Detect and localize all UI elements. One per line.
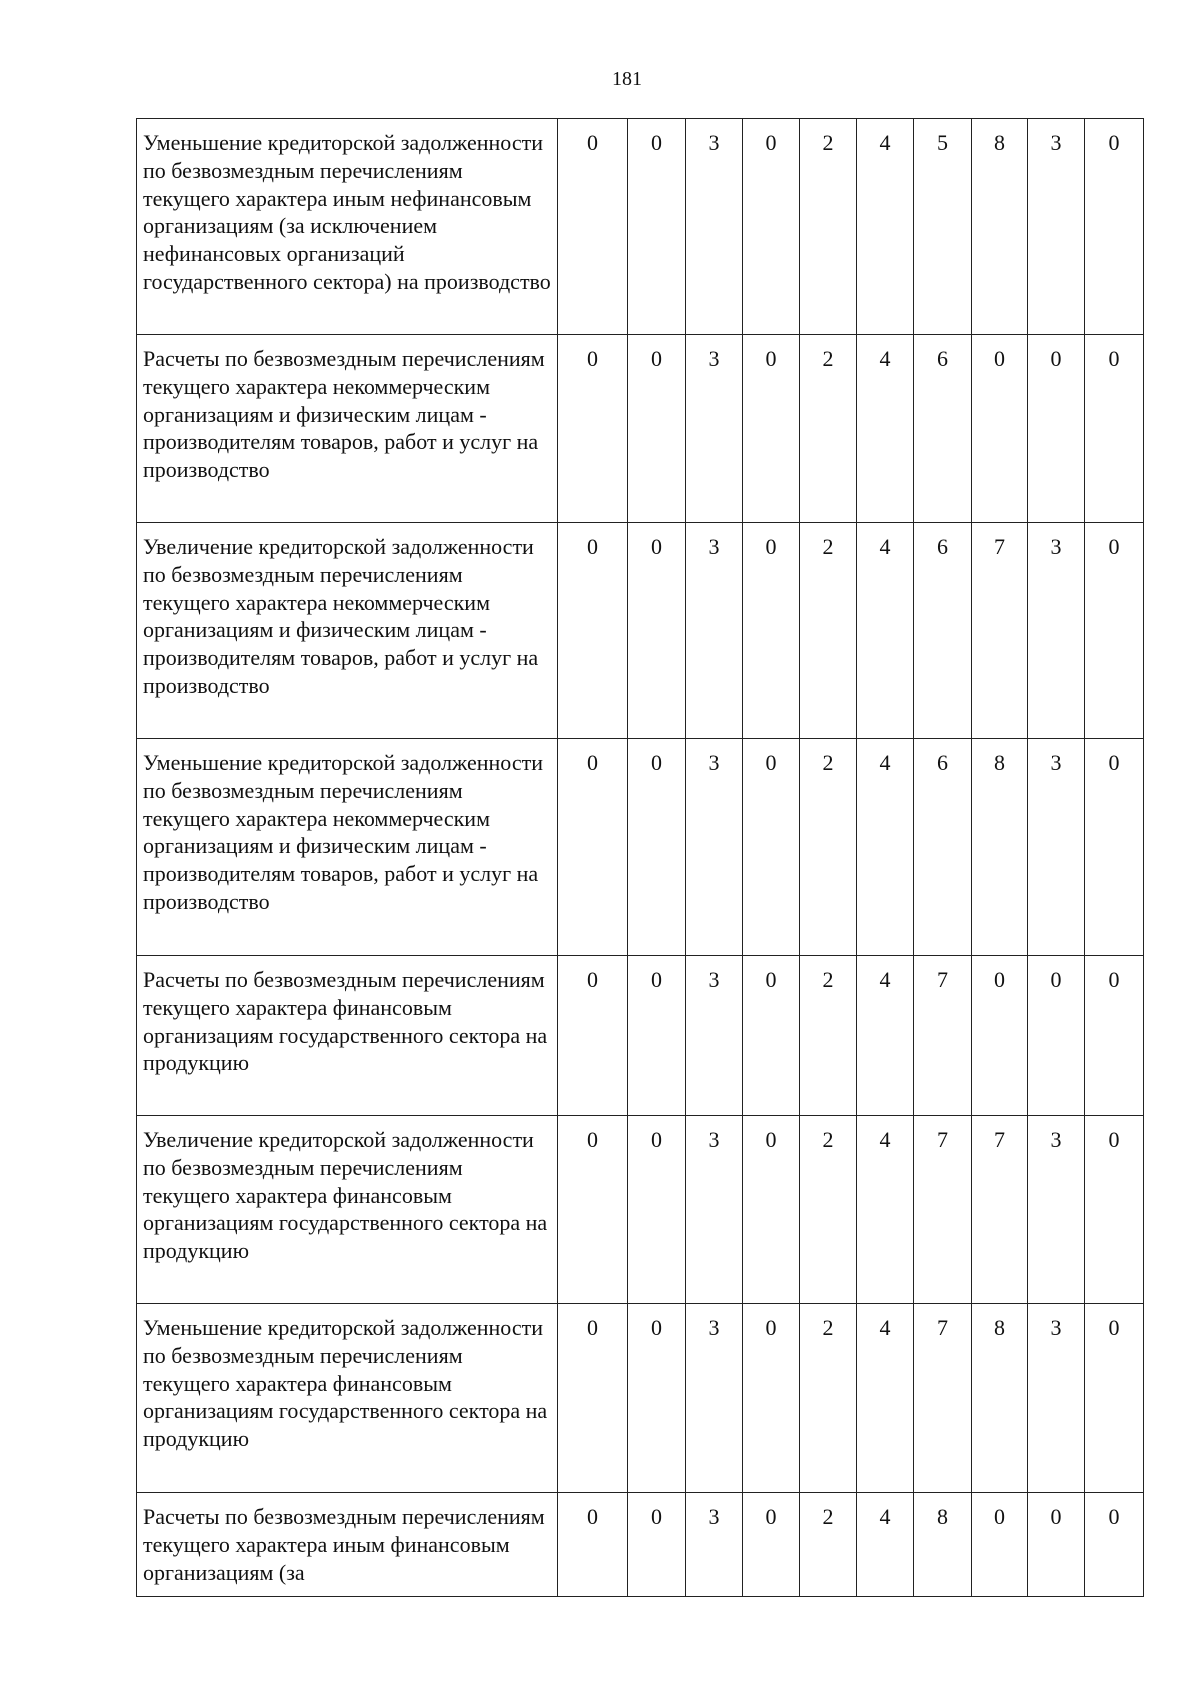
code-digit: 0 (627, 1115, 686, 1304)
code-digit: 3 (685, 118, 743, 335)
table-row: Уменьшение кредиторской задолженности по… (136, 1303, 1144, 1493)
code-digit: 0 (742, 118, 800, 335)
code-digit: 0 (557, 955, 628, 1116)
code-digit: 3 (685, 955, 743, 1116)
code-digit: 3 (1027, 1303, 1085, 1493)
code-digit: 0 (742, 955, 800, 1116)
code-digit: 0 (557, 522, 628, 739)
code-digit: 2 (799, 1303, 857, 1493)
code-digit: 0 (557, 1492, 628, 1597)
code-digit: 0 (742, 738, 800, 956)
row-description: Расчеты по безвозмездным перечислениям т… (136, 1492, 558, 1597)
code-digit: 0 (1084, 955, 1144, 1116)
account-codes-table: Уменьшение кредиторской задолженности по… (136, 118, 1144, 1597)
code-digit: 4 (856, 1303, 914, 1493)
code-digit: 6 (913, 522, 972, 739)
code-digit: 2 (799, 118, 857, 335)
code-digit: 4 (856, 118, 914, 335)
code-digit: 0 (742, 1115, 800, 1304)
code-digit: 3 (1027, 738, 1085, 956)
row-description: Уменьшение кредиторской задолженности по… (136, 1303, 558, 1493)
code-digit: 2 (799, 522, 857, 739)
code-digit: 0 (627, 334, 686, 523)
code-digit: 0 (971, 1492, 1028, 1597)
page-number: 181 (612, 68, 642, 90)
code-digit: 3 (685, 738, 743, 956)
code-digit: 0 (557, 334, 628, 523)
code-digit: 7 (913, 1303, 972, 1493)
row-description: Увеличение кредиторской задолженности по… (136, 522, 558, 739)
code-digit: 3 (1027, 522, 1085, 739)
code-digit: 0 (1027, 1492, 1085, 1597)
table-row: Увеличение кредиторской задолженности по… (136, 522, 1144, 739)
code-digit: 3 (685, 1492, 743, 1597)
code-digit: 0 (627, 1492, 686, 1597)
code-digit: 0 (557, 738, 628, 956)
table-row: Увеличение кредиторской задолженности по… (136, 1115, 1144, 1304)
code-digit: 4 (856, 738, 914, 956)
table-row: Расчеты по безвозмездным перечислениям т… (136, 955, 1144, 1116)
code-digit: 0 (742, 1492, 800, 1597)
table-row: Расчеты по безвозмездным перечислениям т… (136, 1492, 1144, 1597)
code-digit: 6 (913, 334, 972, 523)
code-digit: 3 (685, 334, 743, 523)
code-digit: 0 (557, 1303, 628, 1493)
row-description: Расчеты по безвозмездным перечислениям т… (136, 334, 558, 523)
row-description: Уменьшение кредиторской задолженности по… (136, 118, 558, 335)
code-digit: 5 (913, 118, 972, 335)
code-digit: 8 (971, 1303, 1028, 1493)
code-digit: 4 (856, 522, 914, 739)
code-digit: 0 (971, 334, 1028, 523)
code-digit: 4 (856, 334, 914, 523)
code-digit: 0 (1027, 334, 1085, 523)
code-digit: 2 (799, 1492, 857, 1597)
code-digit: 0 (627, 118, 686, 335)
code-digit: 8 (971, 118, 1028, 335)
code-digit: 3 (1027, 118, 1085, 335)
code-digit: 0 (627, 1303, 686, 1493)
code-digit: 0 (627, 522, 686, 739)
code-digit: 0 (1084, 118, 1144, 335)
code-digit: 7 (971, 522, 1028, 739)
table-row: Уменьшение кредиторской задолженности по… (136, 118, 1144, 335)
code-digit: 7 (913, 955, 972, 1116)
code-digit: 6 (913, 738, 972, 956)
code-digit: 0 (557, 118, 628, 335)
code-digit: 0 (627, 955, 686, 1116)
table-row: Расчеты по безвозмездным перечислениям т… (136, 334, 1144, 523)
code-digit: 0 (742, 1303, 800, 1493)
code-digit: 7 (913, 1115, 972, 1304)
code-digit: 3 (685, 1115, 743, 1304)
code-digit: 4 (856, 955, 914, 1116)
code-digit: 2 (799, 334, 857, 523)
code-digit: 0 (742, 522, 800, 739)
code-digit: 0 (1084, 1303, 1144, 1493)
code-digit: 3 (1027, 1115, 1085, 1304)
code-digit: 0 (971, 955, 1028, 1116)
code-digit: 4 (856, 1115, 914, 1304)
code-digit: 0 (627, 738, 686, 956)
code-digit: 0 (1084, 738, 1144, 956)
row-description: Уменьшение кредиторской задолженности по… (136, 738, 558, 956)
code-digit: 0 (557, 1115, 628, 1304)
code-digit: 0 (1027, 955, 1085, 1116)
code-digit: 0 (1084, 1115, 1144, 1304)
code-digit: 4 (856, 1492, 914, 1597)
code-digit: 2 (799, 1115, 857, 1304)
code-digit: 0 (1084, 522, 1144, 739)
code-digit: 8 (913, 1492, 972, 1597)
code-digit: 2 (799, 955, 857, 1116)
table-row: Уменьшение кредиторской задолженности по… (136, 738, 1144, 956)
code-digit: 0 (1084, 334, 1144, 523)
row-description: Увеличение кредиторской задолженности по… (136, 1115, 558, 1304)
code-digit: 8 (971, 738, 1028, 956)
code-digit: 7 (971, 1115, 1028, 1304)
code-digit: 2 (799, 738, 857, 956)
code-digit: 0 (1084, 1492, 1144, 1597)
row-description: Расчеты по безвозмездным перечислениям т… (136, 955, 558, 1116)
code-digit: 0 (742, 334, 800, 523)
code-digit: 3 (685, 522, 743, 739)
code-digit: 3 (685, 1303, 743, 1493)
